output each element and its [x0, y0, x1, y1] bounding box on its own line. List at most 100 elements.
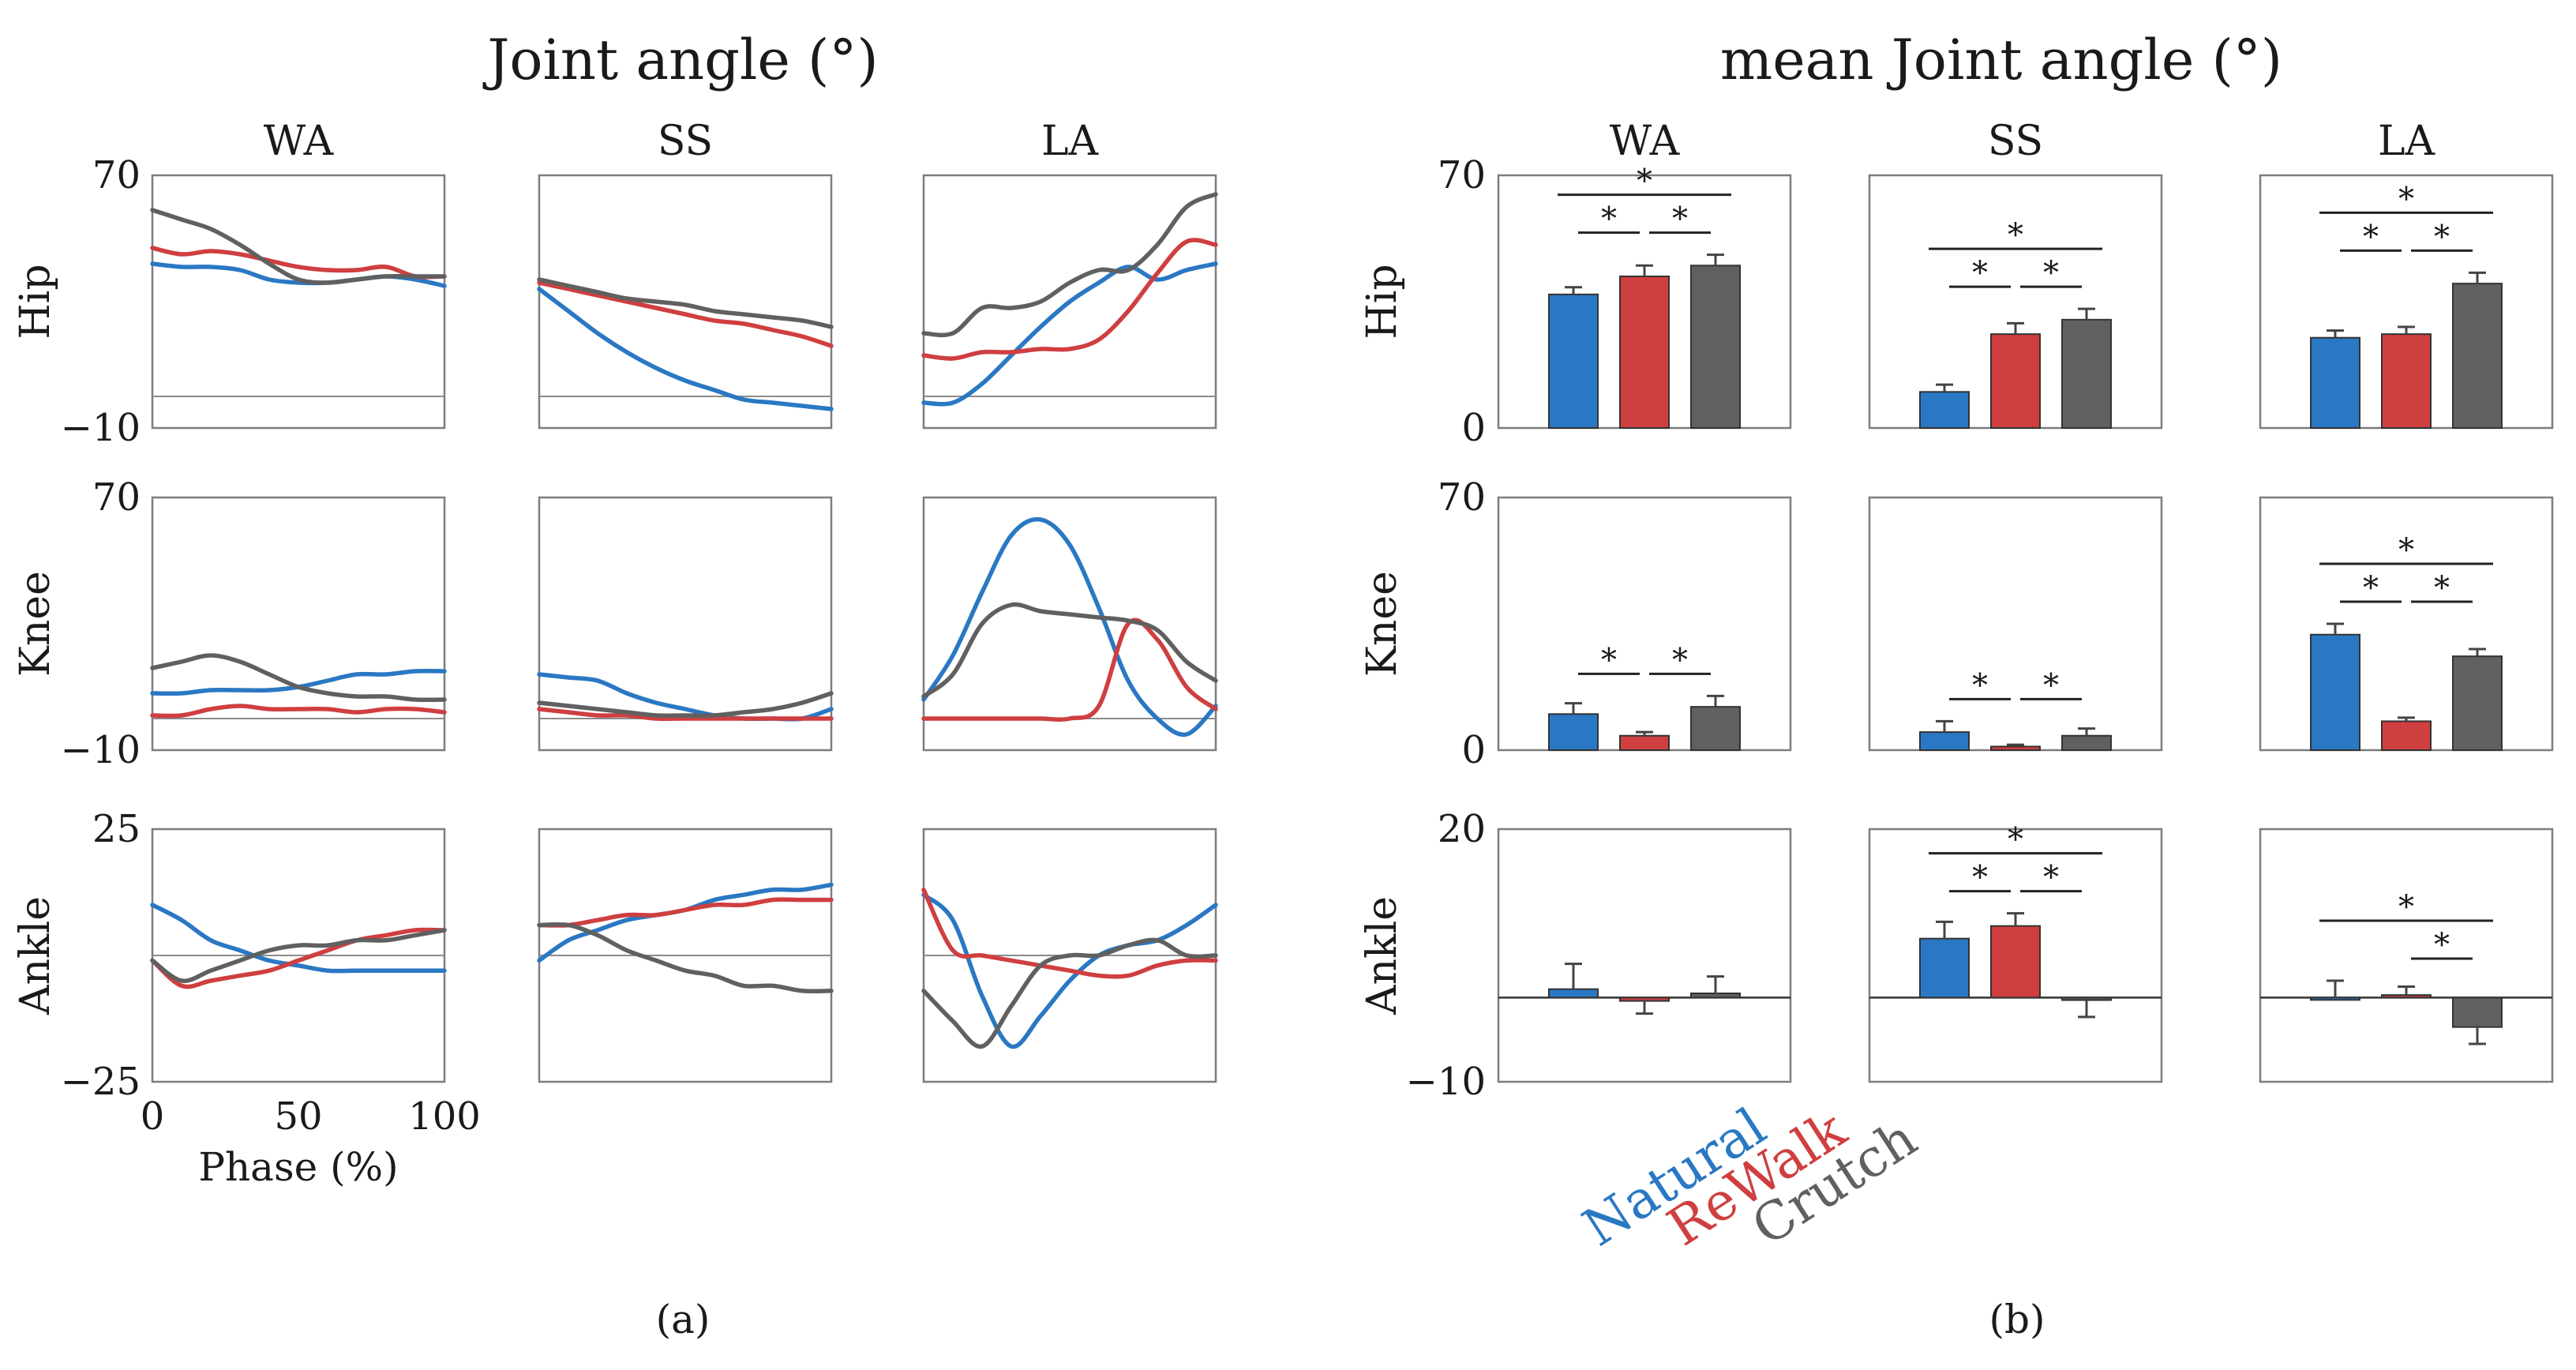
bar-natural-ankle-la [2310, 997, 2360, 1001]
series-line-crutch-hip-la [921, 192, 1218, 338]
bar-natural-hip-la [2310, 336, 2360, 430]
series-line-crutch-ankle-ss [537, 921, 834, 994]
series-line-crutch-knee-wa [150, 653, 447, 703]
significance-star-ankle-ss-02: * [2008, 822, 2023, 858]
bar-rewalk-hip-ss [1990, 333, 2041, 429]
bar-rewalk-hip-la [2381, 333, 2432, 429]
bar-rewalk-hip-wa [1619, 276, 1670, 429]
bar-natural-hip-wa [1548, 293, 1599, 429]
left-ytick-bottom-ankle: −25 [61, 1060, 141, 1104]
left-col-title-wa: WA [264, 118, 335, 165]
right-col-title-ss: SS [1988, 118, 2043, 165]
left-ytick-bottom-hip: −10 [61, 406, 141, 450]
series-line-natural-ankle-la [921, 892, 1218, 1049]
x-axis-label: Phase (%) [198, 1144, 398, 1190]
right-col-title-la: LA [2378, 118, 2436, 165]
series-line-crutch-knee-la [921, 602, 1218, 699]
xtick-label-0: 0 [141, 1094, 165, 1139]
left-col-title-ss: SS [658, 118, 713, 165]
significance-star-ankle-ss-12: * [2043, 860, 2059, 896]
line-panel-hip-wa [151, 174, 446, 430]
bar-crutch-ankle-ss [2061, 997, 2112, 1001]
series-line-natural-hip-la [921, 261, 1218, 407]
significance-star-knee-wa-12: * [1672, 642, 1688, 678]
significance-star-ankle-ss-01: * [1972, 860, 1988, 896]
series-line-rewalk-ankle-ss [537, 897, 834, 928]
right-ytick-bottom-knee: 0 [1461, 728, 1486, 772]
left-row-label-ankle: Ankle [12, 896, 59, 1015]
right-ytick-top-knee: 70 [1438, 475, 1486, 520]
series-line-rewalk-hip-la [921, 238, 1218, 361]
significance-star-hip-wa-12: * [1672, 201, 1688, 238]
xtick-label-50: 50 [274, 1094, 322, 1139]
left-ytick-top-ankle: 25 [92, 807, 141, 851]
bar-natural-knee-ss [1919, 731, 1970, 752]
left-row-label-hip: Hip [12, 264, 59, 339]
series-line-crutch-knee-ss [537, 691, 834, 719]
right-ytick-top-ankle: 20 [1438, 807, 1486, 851]
significance-star-knee-ss-12: * [2043, 667, 2059, 704]
right-row-label-knee: Knee [1359, 571, 1406, 677]
bar-natural-hip-ss [1919, 391, 1970, 429]
significance-star-hip-wa-02: * [1637, 163, 1652, 200]
right-ytick-bottom-ankle: −10 [1406, 1060, 1486, 1104]
significance-star-hip-la-12: * [2434, 219, 2450, 255]
left-caption: (a) [656, 1297, 711, 1342]
series-line-crutch-ankle-wa [150, 928, 447, 983]
significance-star-knee-la-01: * [2363, 570, 2379, 606]
bar-natural-ankle-ss [1919, 937, 1970, 999]
bar-rewalk-knee-ss [1990, 745, 2041, 752]
bar-panel-ankle-la [2259, 828, 2554, 1083]
series-line-crutch-hip-wa [150, 208, 447, 285]
series-line-rewalk-ankle-wa [150, 927, 447, 989]
bar-panel-knee-wa [1497, 496, 1792, 752]
left-row-label-knee: Knee [12, 571, 59, 677]
line-panel-hip-ss [538, 174, 833, 430]
bar-crutch-ankle-la [2452, 997, 2503, 1028]
right-caption: (b) [1989, 1297, 2045, 1342]
series-line-natural-ankle-wa [150, 903, 447, 974]
bar-crutch-hip-ss [2061, 318, 2112, 429]
left-ytick-top-hip: 70 [92, 153, 141, 197]
line-panel-knee-la [922, 496, 1217, 752]
series-line-rewalk-knee-la [921, 617, 1218, 722]
significance-star-hip-la-01: * [2363, 219, 2379, 255]
right-row-label-ankle: Ankle [1359, 896, 1406, 1015]
significance-star-hip-ss-12: * [2043, 255, 2059, 291]
significance-star-hip-wa-01: * [1601, 201, 1617, 238]
significance-star-ankle-la-12: * [2434, 927, 2450, 963]
series-line-rewalk-hip-wa [150, 246, 447, 280]
left-ytick-top-knee: 70 [92, 475, 141, 520]
bar-natural-ankle-wa [1548, 988, 1599, 999]
bar-crutch-knee-ss [2061, 734, 2112, 752]
bar-rewalk-ankle-la [2381, 994, 2432, 999]
bar-natural-knee-wa [1548, 713, 1599, 751]
bar-panel-knee-la [2259, 496, 2554, 752]
series-line-rewalk-hip-ss [537, 280, 834, 348]
significance-star-knee-la-12: * [2434, 570, 2450, 606]
bar-panel-knee-ss [1868, 496, 2163, 752]
bar-crutch-knee-la [2452, 655, 2503, 752]
bar-rewalk-knee-la [2381, 720, 2432, 752]
bar-rewalk-knee-wa [1619, 734, 1670, 752]
bar-crutch-knee-wa [1690, 706, 1741, 752]
significance-star-hip-ss-02: * [2008, 217, 2023, 253]
series-line-crutch-hip-ss [537, 277, 834, 329]
bar-crutch-hip-la [2452, 283, 2503, 429]
significance-star-knee-la-02: * [2398, 532, 2414, 569]
xtick-label-100: 100 [408, 1094, 481, 1139]
series-line-crutch-ankle-la [921, 937, 1218, 1049]
significance-star-hip-ss-01: * [1972, 255, 1988, 291]
bar-natural-knee-la [2310, 633, 2360, 752]
series-line-rewalk-ankle-la [921, 888, 1218, 979]
bar-crutch-ankle-wa [1690, 993, 1741, 999]
series-line-natural-hip-ss [537, 287, 834, 411]
bar-rewalk-ankle-wa [1619, 997, 1670, 1002]
right-row-label-hip: Hip [1359, 264, 1406, 339]
bar-crutch-hip-wa [1690, 265, 1741, 429]
right-ytick-top-hip: 70 [1438, 153, 1486, 197]
right-title: mean Joint angle (°) [1720, 28, 2282, 92]
bar-panel-ankle-wa [1497, 828, 1792, 1083]
